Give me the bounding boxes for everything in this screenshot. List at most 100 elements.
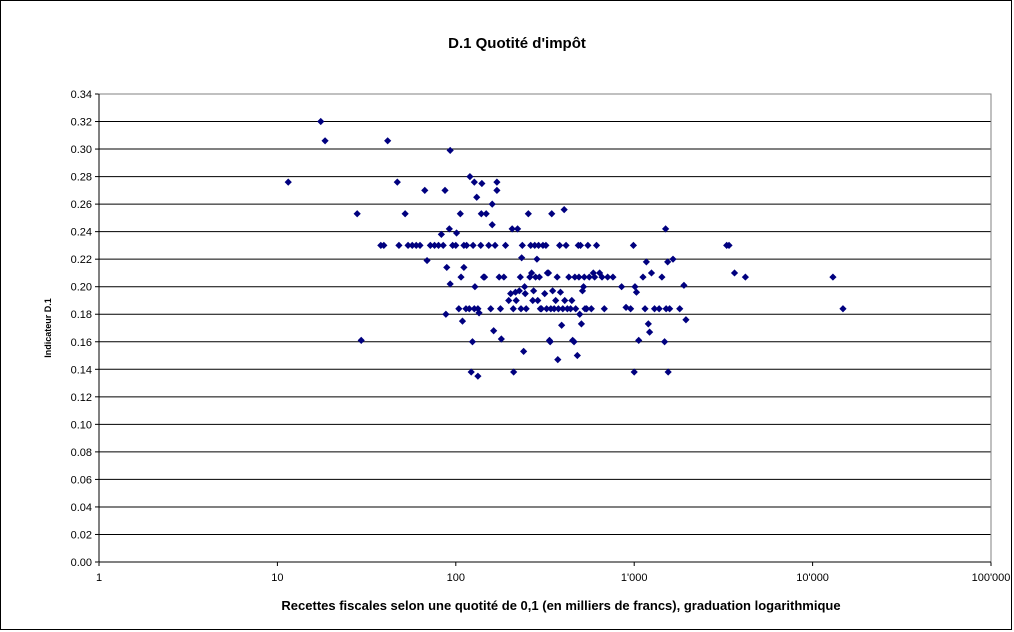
data-point bbox=[458, 317, 467, 325]
y-tick-label: 0.00 bbox=[71, 557, 92, 569]
data-point bbox=[543, 305, 551, 313]
data-point bbox=[554, 305, 563, 313]
data-point bbox=[520, 283, 529, 291]
data-point bbox=[426, 241, 434, 250]
data-point bbox=[520, 347, 528, 355]
y-tick-label: 0.14 bbox=[71, 364, 92, 376]
data-point bbox=[534, 296, 542, 305]
data-point bbox=[544, 269, 553, 277]
data-point bbox=[460, 263, 468, 272]
data-point bbox=[584, 241, 592, 250]
data-point bbox=[466, 172, 474, 181]
data-point bbox=[512, 296, 520, 305]
data-point bbox=[682, 316, 690, 324]
data-point bbox=[321, 137, 329, 145]
data-point bbox=[445, 225, 453, 233]
y-tick-label: 0.12 bbox=[71, 392, 92, 404]
data-point bbox=[646, 328, 654, 336]
data-point bbox=[642, 258, 650, 266]
data-point bbox=[395, 241, 403, 250]
data-point bbox=[423, 256, 431, 265]
y-tick-label: 0.18 bbox=[71, 309, 92, 321]
data-point bbox=[510, 368, 518, 376]
data-point bbox=[452, 229, 461, 237]
data-point bbox=[393, 178, 401, 186]
data-point bbox=[572, 305, 580, 313]
data-point bbox=[644, 320, 652, 328]
x-tick-label: 100 bbox=[447, 572, 465, 584]
data-point bbox=[401, 210, 409, 218]
data-point bbox=[546, 338, 554, 346]
data-point bbox=[473, 193, 481, 201]
data-point bbox=[531, 241, 539, 250]
data-point bbox=[507, 289, 515, 298]
y-tick-label: 0.24 bbox=[71, 227, 92, 239]
data-point bbox=[530, 287, 538, 295]
data-point bbox=[527, 269, 536, 277]
data-point bbox=[416, 241, 424, 250]
y-tick-label: 0.08 bbox=[71, 447, 92, 459]
data-point bbox=[537, 305, 546, 313]
data-point bbox=[513, 225, 522, 233]
y-tick-label: 0.02 bbox=[71, 529, 92, 541]
data-point bbox=[549, 287, 557, 295]
data-point bbox=[478, 179, 486, 188]
data-point bbox=[493, 178, 501, 186]
data-point bbox=[529, 296, 537, 305]
data-point bbox=[573, 351, 581, 360]
data-point bbox=[639, 273, 647, 281]
y-tick-label: 0.32 bbox=[71, 117, 92, 129]
data-point bbox=[471, 283, 479, 291]
data-point bbox=[535, 273, 543, 281]
data-point bbox=[500, 273, 508, 281]
data-point bbox=[482, 210, 490, 218]
data-point bbox=[576, 310, 584, 318]
data-point bbox=[380, 241, 388, 250]
data-point bbox=[357, 336, 365, 344]
data-point bbox=[578, 287, 587, 295]
data-point bbox=[647, 269, 656, 277]
data-point bbox=[516, 273, 524, 281]
data-point bbox=[629, 241, 638, 250]
data-point bbox=[495, 273, 503, 281]
data-point bbox=[408, 241, 416, 250]
x-tick-label: 1'000 bbox=[621, 572, 648, 584]
data-point bbox=[662, 225, 670, 233]
data-point bbox=[562, 241, 570, 250]
data-point bbox=[442, 310, 450, 318]
data-point bbox=[465, 305, 473, 313]
data-point bbox=[548, 210, 556, 218]
y-tick-label: 0.30 bbox=[71, 144, 92, 156]
data-point bbox=[598, 273, 606, 281]
data-point bbox=[452, 241, 460, 250]
y-tick-label: 0.20 bbox=[71, 282, 92, 294]
data-point bbox=[568, 296, 576, 305]
data-point bbox=[457, 273, 465, 281]
data-point bbox=[531, 273, 540, 281]
data-point bbox=[541, 289, 549, 298]
data-point bbox=[669, 255, 677, 263]
data-point bbox=[404, 241, 412, 250]
data-point bbox=[469, 241, 477, 250]
data-point bbox=[666, 305, 674, 313]
data-point bbox=[839, 305, 847, 313]
y-axis-label: Indicateur D.1 bbox=[43, 298, 53, 358]
data-point bbox=[284, 178, 292, 186]
data-points bbox=[284, 117, 847, 380]
data-point bbox=[561, 296, 569, 305]
x-tick-label: 10'000 bbox=[796, 572, 829, 584]
data-point bbox=[658, 273, 666, 281]
data-point bbox=[552, 296, 560, 305]
data-point bbox=[437, 230, 445, 238]
data-point bbox=[553, 273, 561, 281]
gridlines bbox=[99, 93, 991, 563]
data-point bbox=[655, 305, 663, 313]
y-tick-label: 0.10 bbox=[71, 419, 92, 431]
data-point bbox=[587, 305, 595, 313]
data-point bbox=[434, 241, 443, 250]
data-point bbox=[630, 368, 638, 376]
data-point bbox=[556, 288, 565, 296]
y-tick-label: 0.04 bbox=[71, 502, 92, 514]
x-tick-label: 10 bbox=[271, 572, 283, 584]
